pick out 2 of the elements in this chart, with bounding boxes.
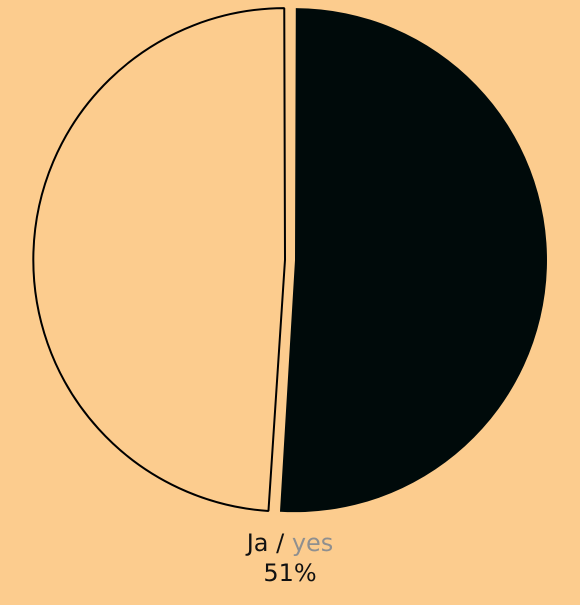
data-label: 51% <box>262 558 318 588</box>
slice-label: Ja / yes <box>246 529 334 557</box>
